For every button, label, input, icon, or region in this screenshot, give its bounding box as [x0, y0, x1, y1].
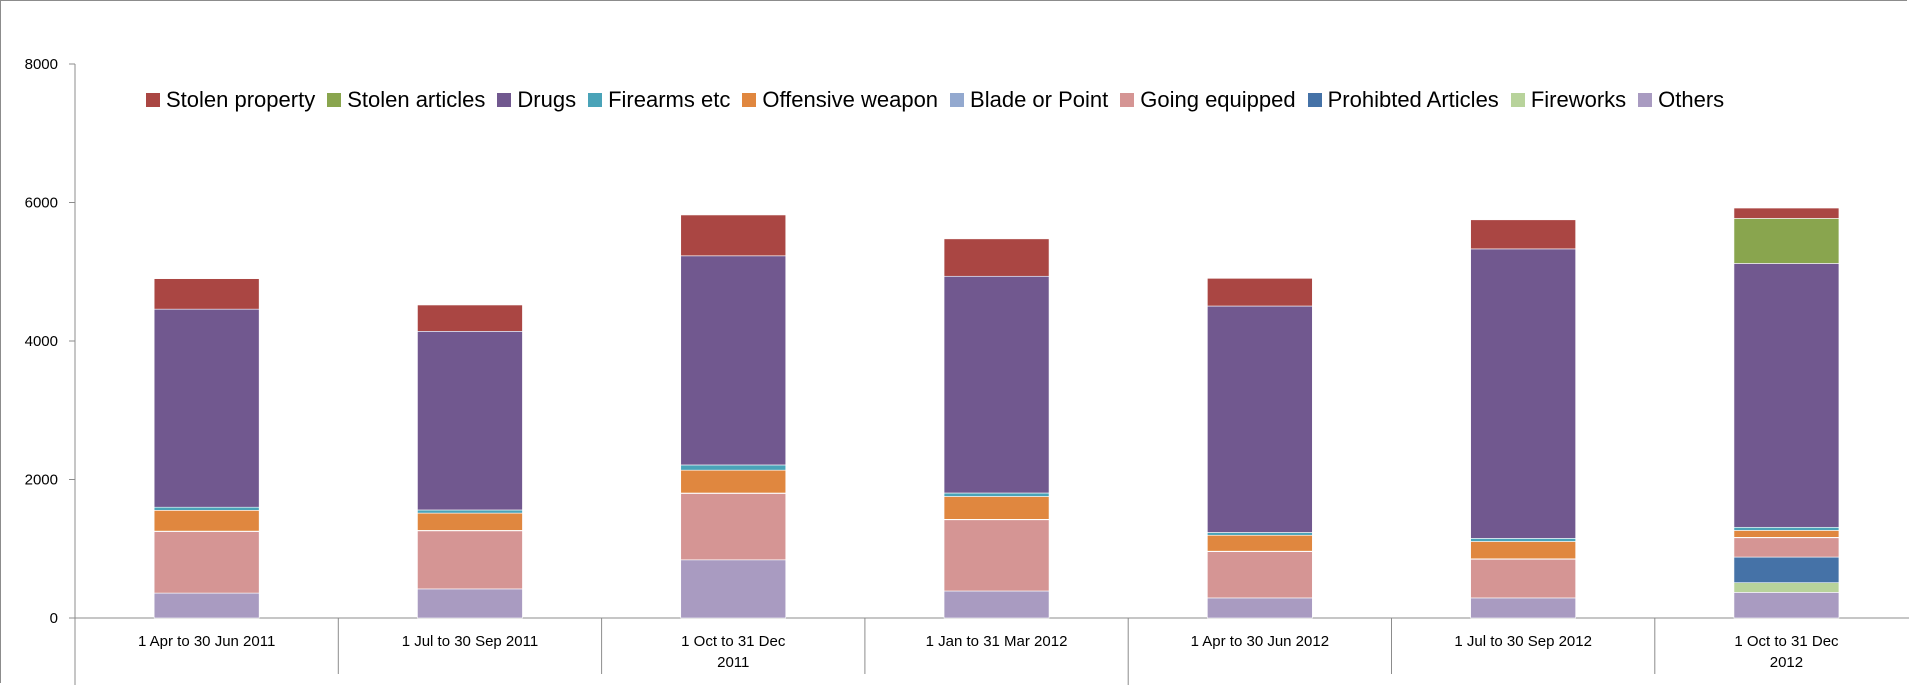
bar-segment: [417, 331, 523, 511]
x-category-label: 1 Jul to 30 Sep 2011: [402, 633, 539, 650]
bar-segment: [1207, 305, 1313, 533]
bar-segment: [1733, 582, 1840, 593]
bar-segment: [1470, 541, 1576, 560]
bar-segment: [943, 492, 1050, 497]
bar-segment: [1470, 248, 1576, 539]
bar-segment: [1207, 278, 1313, 307]
legend-swatch: [327, 93, 342, 107]
legend-item: Blade or Point: [950, 87, 1108, 113]
legend-label: Prohibted Articles: [1327, 87, 1499, 112]
legend-label: Stolen articles: [347, 87, 486, 112]
legend-item: Offensive weapon: [742, 87, 938, 113]
bar-segment: [1733, 207, 1840, 219]
bar-segment: [1733, 263, 1840, 528]
bar-segment: [680, 559, 787, 619]
x-category-label: 1 Oct to 31 Dec: [1734, 633, 1839, 650]
bar-segment: [1470, 219, 1576, 250]
bar-segment: [153, 592, 260, 619]
bar-segment: [1733, 218, 1840, 264]
bar-segment: [1733, 556, 1840, 583]
legend-label: Drugs: [517, 87, 577, 112]
bar-segment: [1207, 534, 1313, 552]
x-category-label: 1 Jan to 31 Mar 2012: [926, 633, 1068, 650]
bar-segment: [417, 509, 523, 514]
bar-segment: [1207, 597, 1313, 619]
bar-segment: [680, 255, 787, 466]
bar-segment: [1733, 526, 1840, 531]
legend-item: Fireworks: [1510, 87, 1627, 113]
legend-item: Others: [1638, 87, 1724, 113]
legend-item: Drugs: [497, 87, 576, 113]
y-tick-label: 8000: [25, 56, 58, 73]
bar-segment: [153, 308, 260, 508]
legend-item: Stolen property: [146, 87, 315, 113]
legend-label: Offensive weapon: [762, 87, 939, 112]
bar-segment: [417, 588, 523, 619]
legend-swatch: [146, 93, 160, 107]
legend-swatch: [1510, 93, 1525, 107]
bar-segment: [943, 590, 1050, 619]
bar-segment: [680, 469, 787, 494]
legend-swatch: [950, 93, 965, 107]
bar-segment: [153, 531, 260, 594]
bar-segment: [1470, 558, 1576, 599]
legend-swatch: [1638, 93, 1653, 107]
bar-segment: [1733, 537, 1840, 558]
x-category-label: 2011: [717, 654, 749, 671]
bar-segment: [1207, 532, 1313, 536]
bar-segment: [417, 530, 523, 590]
bar-segment: [417, 512, 523, 531]
legend-item: Stolen articles: [327, 87, 485, 113]
x-category-label: 1 Apr to 30 Jun 2012: [1191, 633, 1329, 650]
x-category-label: 1 Jul to 30 Sep 2012: [1454, 633, 1592, 650]
bar-segment: [943, 519, 1050, 592]
bar-segment: [1733, 592, 1840, 619]
bar-segment: [680, 464, 787, 471]
bar-segment: [1733, 530, 1840, 538]
legend-swatch: [742, 93, 757, 107]
legend-item: Firearms etc: [588, 87, 730, 113]
y-tick-label: 0: [50, 610, 58, 627]
legend-label: Stolen property: [166, 87, 316, 112]
legend-label: Fireworks: [1530, 87, 1627, 112]
bar-segment: [153, 278, 260, 310]
bar-segment: [1207, 551, 1313, 599]
bar-segment: [1470, 538, 1576, 542]
x-category-label: 1 Oct to 31 Dec: [681, 633, 786, 650]
y-tick-label: 2000: [25, 472, 58, 489]
legend-swatch: [588, 93, 603, 107]
legend-item: Going equipped: [1120, 87, 1296, 113]
bar-segment: [153, 506, 260, 511]
y-tick-label: 6000: [25, 195, 58, 212]
legend-swatch: [497, 93, 512, 107]
bar-segment: [943, 275, 1050, 494]
bar-segment: [943, 238, 1050, 277]
x-category-label: 1 Apr to 30 Jun 2011: [138, 633, 275, 650]
legend-label: Going equipped: [1140, 87, 1296, 112]
chart-legend: Stolen property Stolen articles Drugs Firea…: [146, 87, 1736, 113]
legend-label: Others: [1658, 87, 1725, 112]
legend-item: Prohibted Articles: [1307, 87, 1499, 113]
bar-segment: [680, 493, 787, 561]
legend-label: Firearms etc: [608, 87, 731, 112]
bar-segment: [153, 510, 260, 532]
legend-label: Blade or Point: [970, 87, 1109, 112]
bar-segment: [417, 304, 523, 332]
y-tick-label: 4000: [25, 333, 58, 350]
bar-segment: [680, 214, 787, 257]
legend-swatch: [1120, 93, 1135, 107]
x-category-label: 2012: [1770, 654, 1803, 671]
legend-swatch: [1307, 93, 1322, 107]
bar-segment: [1470, 597, 1576, 619]
bar-segment: [943, 496, 1050, 520]
